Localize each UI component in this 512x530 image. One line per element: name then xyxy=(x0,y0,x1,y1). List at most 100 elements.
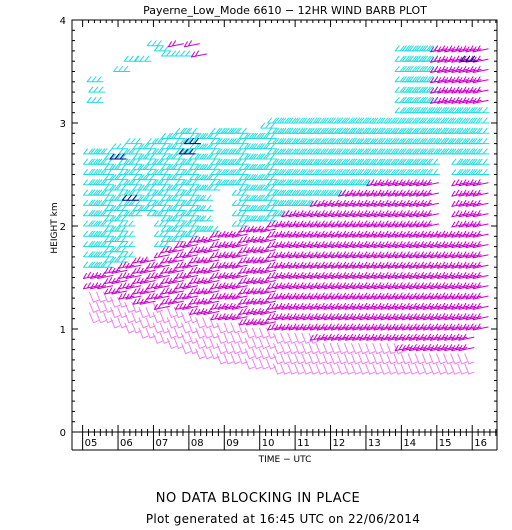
wind-barb-light xyxy=(421,363,432,375)
wind-barb-light xyxy=(379,363,390,375)
wind-barb-light xyxy=(400,353,411,365)
wind-barb-moderate xyxy=(472,313,489,321)
wind-barb-light xyxy=(464,363,475,375)
wind-barb-strong xyxy=(153,148,171,155)
wind-barb-strong xyxy=(111,174,129,181)
wind-barb-light xyxy=(351,343,362,355)
wind-barb-light xyxy=(343,343,354,355)
wind-barb-strong xyxy=(153,220,171,227)
wind-barb-strong xyxy=(167,163,185,170)
wind-barb-moderate xyxy=(260,318,277,326)
wind-barb-light xyxy=(230,343,241,355)
wind-barb-light xyxy=(414,363,425,375)
wind-barb-moderate xyxy=(231,272,248,279)
wind-barb-strong xyxy=(153,45,171,52)
wind-barb-light xyxy=(358,353,369,365)
wind-barb-strong xyxy=(472,148,490,155)
wind-barb-light xyxy=(181,332,192,344)
wind-barb-light xyxy=(358,343,369,355)
wind-barb-moderate xyxy=(231,282,248,290)
wind-barb-strong xyxy=(118,241,136,248)
wind-barb-light xyxy=(124,322,135,334)
wind-barb-strong xyxy=(260,205,278,212)
wind-barb-strong xyxy=(231,189,249,196)
wind-barb-moderate xyxy=(167,40,184,48)
wind-barb-moderate xyxy=(182,251,199,259)
wind-barb-strong xyxy=(231,127,249,134)
wind-barb-moderate xyxy=(111,277,128,285)
wind-barb-moderate xyxy=(472,272,489,279)
wind-barb-moderate xyxy=(125,261,142,269)
wind-barb-strong xyxy=(139,194,157,201)
wind-barb-light xyxy=(365,343,376,355)
wind-barb-light xyxy=(251,358,262,370)
wind-barb-moderate xyxy=(260,297,277,305)
wind-barb-very-strong xyxy=(109,153,127,160)
wind-barb-light xyxy=(216,322,227,334)
wind-barb-moderate xyxy=(203,246,220,254)
wind-barb-moderate xyxy=(191,50,207,58)
wind-barb-light xyxy=(124,312,135,324)
wind-barb-light xyxy=(88,301,99,313)
wind-barb-light xyxy=(301,363,312,375)
wind-barb-moderate xyxy=(183,40,200,48)
wind-barb-light xyxy=(223,332,234,344)
chart-title: Payerne_Low_Mode 6610 − 12HR WIND BARB P… xyxy=(143,4,427,17)
wind-barb-light xyxy=(336,343,347,355)
wind-barb-moderate xyxy=(422,179,439,187)
wind-barb-moderate xyxy=(472,323,489,331)
wind-barb-strong xyxy=(196,205,214,212)
wind-barb-strong xyxy=(111,153,129,160)
wind-barb-light xyxy=(315,343,326,355)
wind-barb-light xyxy=(351,363,362,375)
wind-barb-strong xyxy=(97,251,115,258)
wind-barb-strong xyxy=(123,55,141,62)
wind-barb-strong xyxy=(203,153,221,160)
wind-barb-moderate xyxy=(111,266,128,274)
wind-barb-strong xyxy=(167,225,185,232)
x-tick-label: 15 xyxy=(439,438,452,449)
wind-barb-light xyxy=(301,343,312,355)
y-tick-label: 0 xyxy=(60,428,66,439)
wind-barb-moderate xyxy=(472,261,489,269)
wind-barb-strong xyxy=(167,153,185,160)
wind-barb-moderate xyxy=(231,251,248,259)
wind-barb-strong xyxy=(182,169,200,175)
wind-barb-moderate xyxy=(472,230,489,238)
wind-barb-light xyxy=(308,363,319,375)
wind-barb-very-strong xyxy=(183,138,201,145)
wind-barb-moderate xyxy=(167,297,184,305)
wind-barb-moderate xyxy=(203,297,220,305)
wind-barb-moderate xyxy=(458,344,475,352)
wind-barb-strong xyxy=(153,158,171,165)
wind-barb-light xyxy=(152,332,163,344)
wind-barb-light xyxy=(202,348,213,360)
wind-barb-strong xyxy=(231,220,249,227)
wind-barb-strong xyxy=(97,230,115,237)
wind-barb-strong xyxy=(182,158,200,165)
wind-barb-strong xyxy=(203,132,221,139)
wind-barb-light xyxy=(152,312,163,324)
y-tick-label: 2 xyxy=(60,222,66,233)
wind-barb-strong xyxy=(118,251,136,258)
wind-barb-moderate xyxy=(139,287,156,295)
wind-barb-strong xyxy=(160,50,178,57)
wind-barb-light xyxy=(393,353,404,365)
x-tick-label: 14 xyxy=(403,438,416,449)
wind-barb-strong xyxy=(153,189,171,196)
wind-barb-strong xyxy=(260,215,278,222)
wind-barb-strong xyxy=(167,235,185,242)
wind-barb-strong xyxy=(111,215,129,222)
wind-barb-light xyxy=(400,363,411,375)
wind-barb-moderate xyxy=(231,230,248,238)
wind-barb-strong xyxy=(472,127,490,134)
wind-barb-light xyxy=(230,332,241,344)
wind-barb-light xyxy=(244,358,255,370)
wind-barb-moderate xyxy=(139,266,156,274)
wind-barb-light xyxy=(181,343,192,355)
wind-barb-moderate xyxy=(231,313,248,321)
wind-barb-strong xyxy=(153,169,171,175)
wind-barb-light xyxy=(343,363,354,375)
wind-barb-strong xyxy=(182,189,200,196)
wind-barb-light xyxy=(436,363,447,375)
